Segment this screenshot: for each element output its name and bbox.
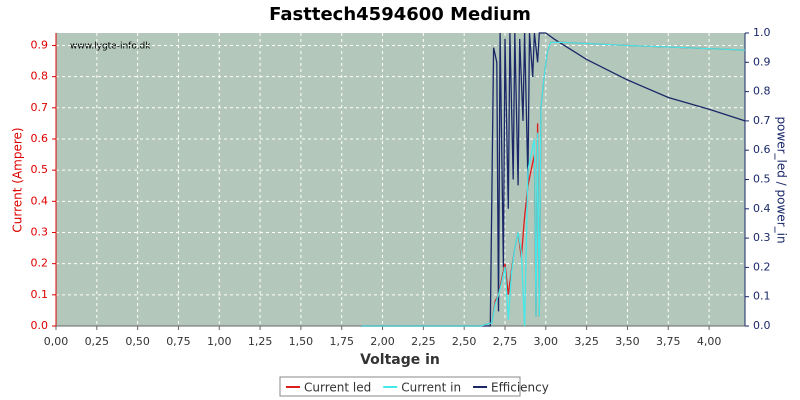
x-tick-label: 2,25 — [411, 335, 436, 348]
x-tick-label: 1,25 — [248, 335, 273, 348]
x-tick-label: 0,75 — [166, 335, 191, 348]
y-tick-label: 0.9 — [31, 38, 49, 51]
y-tick-label: 0.5 — [31, 163, 49, 176]
chart-title: Fasttech4594600 Medium — [269, 4, 531, 25]
x-tick-label: 2,00 — [370, 335, 395, 348]
x-tick-label: 3,25 — [574, 335, 599, 348]
x-tick-label: 4,00 — [697, 335, 722, 348]
series-line — [361, 41, 746, 327]
y2-axis-label: power_led / power_in — [775, 116, 789, 243]
x-tick-label: 3,00 — [534, 335, 559, 348]
y-tick-label: 0.2 — [31, 257, 49, 270]
legend-label: Current led — [304, 381, 371, 395]
y-tick-label: 0.8 — [31, 70, 49, 83]
x-tick-label: 2,75 — [493, 335, 518, 348]
y-tick-label: 0.0 — [31, 319, 49, 332]
x-tick-label: 1,00 — [207, 335, 232, 348]
x-tick-label: 2,50 — [452, 335, 477, 348]
legend — [279, 376, 521, 397]
x-tick-label: 1,50 — [289, 335, 314, 348]
x-tick-label: 1,75 — [329, 335, 354, 348]
y2-tick-label: 0.8 — [753, 85, 771, 98]
y2-tick-label: 0.0 — [753, 319, 771, 332]
y2-tick-label: 0.7 — [753, 114, 771, 127]
y2-tick-label: 0.2 — [753, 260, 771, 273]
y-tick-label: 0.3 — [31, 225, 49, 238]
x-tick-label: 0,25 — [85, 335, 110, 348]
watermark: www.lygte-info.dk — [70, 42, 151, 52]
y-tick-label: 0.1 — [31, 288, 49, 301]
x-tick-label: 0,00 — [44, 335, 69, 348]
y-tick-label: 0.4 — [31, 194, 49, 207]
x-tick-label: 3,75 — [656, 335, 681, 348]
y2-tick-label: 0.3 — [753, 231, 771, 244]
x-tick-label: 3,50 — [615, 335, 640, 348]
y2-tick-label: 0.9 — [753, 55, 771, 68]
y2-tick-label: 0.6 — [753, 143, 771, 156]
y-tick-label: 0.6 — [31, 132, 49, 145]
x-tick-label: 0,50 — [125, 335, 150, 348]
y-tick-label: 0.7 — [31, 101, 49, 114]
y2-tick-label: 0.1 — [753, 290, 771, 303]
y2-tick-label: 0.5 — [753, 173, 771, 186]
x-axis-label: Voltage in — [360, 352, 440, 368]
y2-tick-label: 1.0 — [753, 26, 771, 39]
y-axis-label: Current (Ampere) — [11, 127, 25, 232]
legend-label: Current in — [401, 381, 461, 395]
plot-area — [56, 33, 745, 326]
y2-tick-label: 0.4 — [753, 202, 771, 215]
legend-label: Efficiency — [491, 381, 549, 395]
